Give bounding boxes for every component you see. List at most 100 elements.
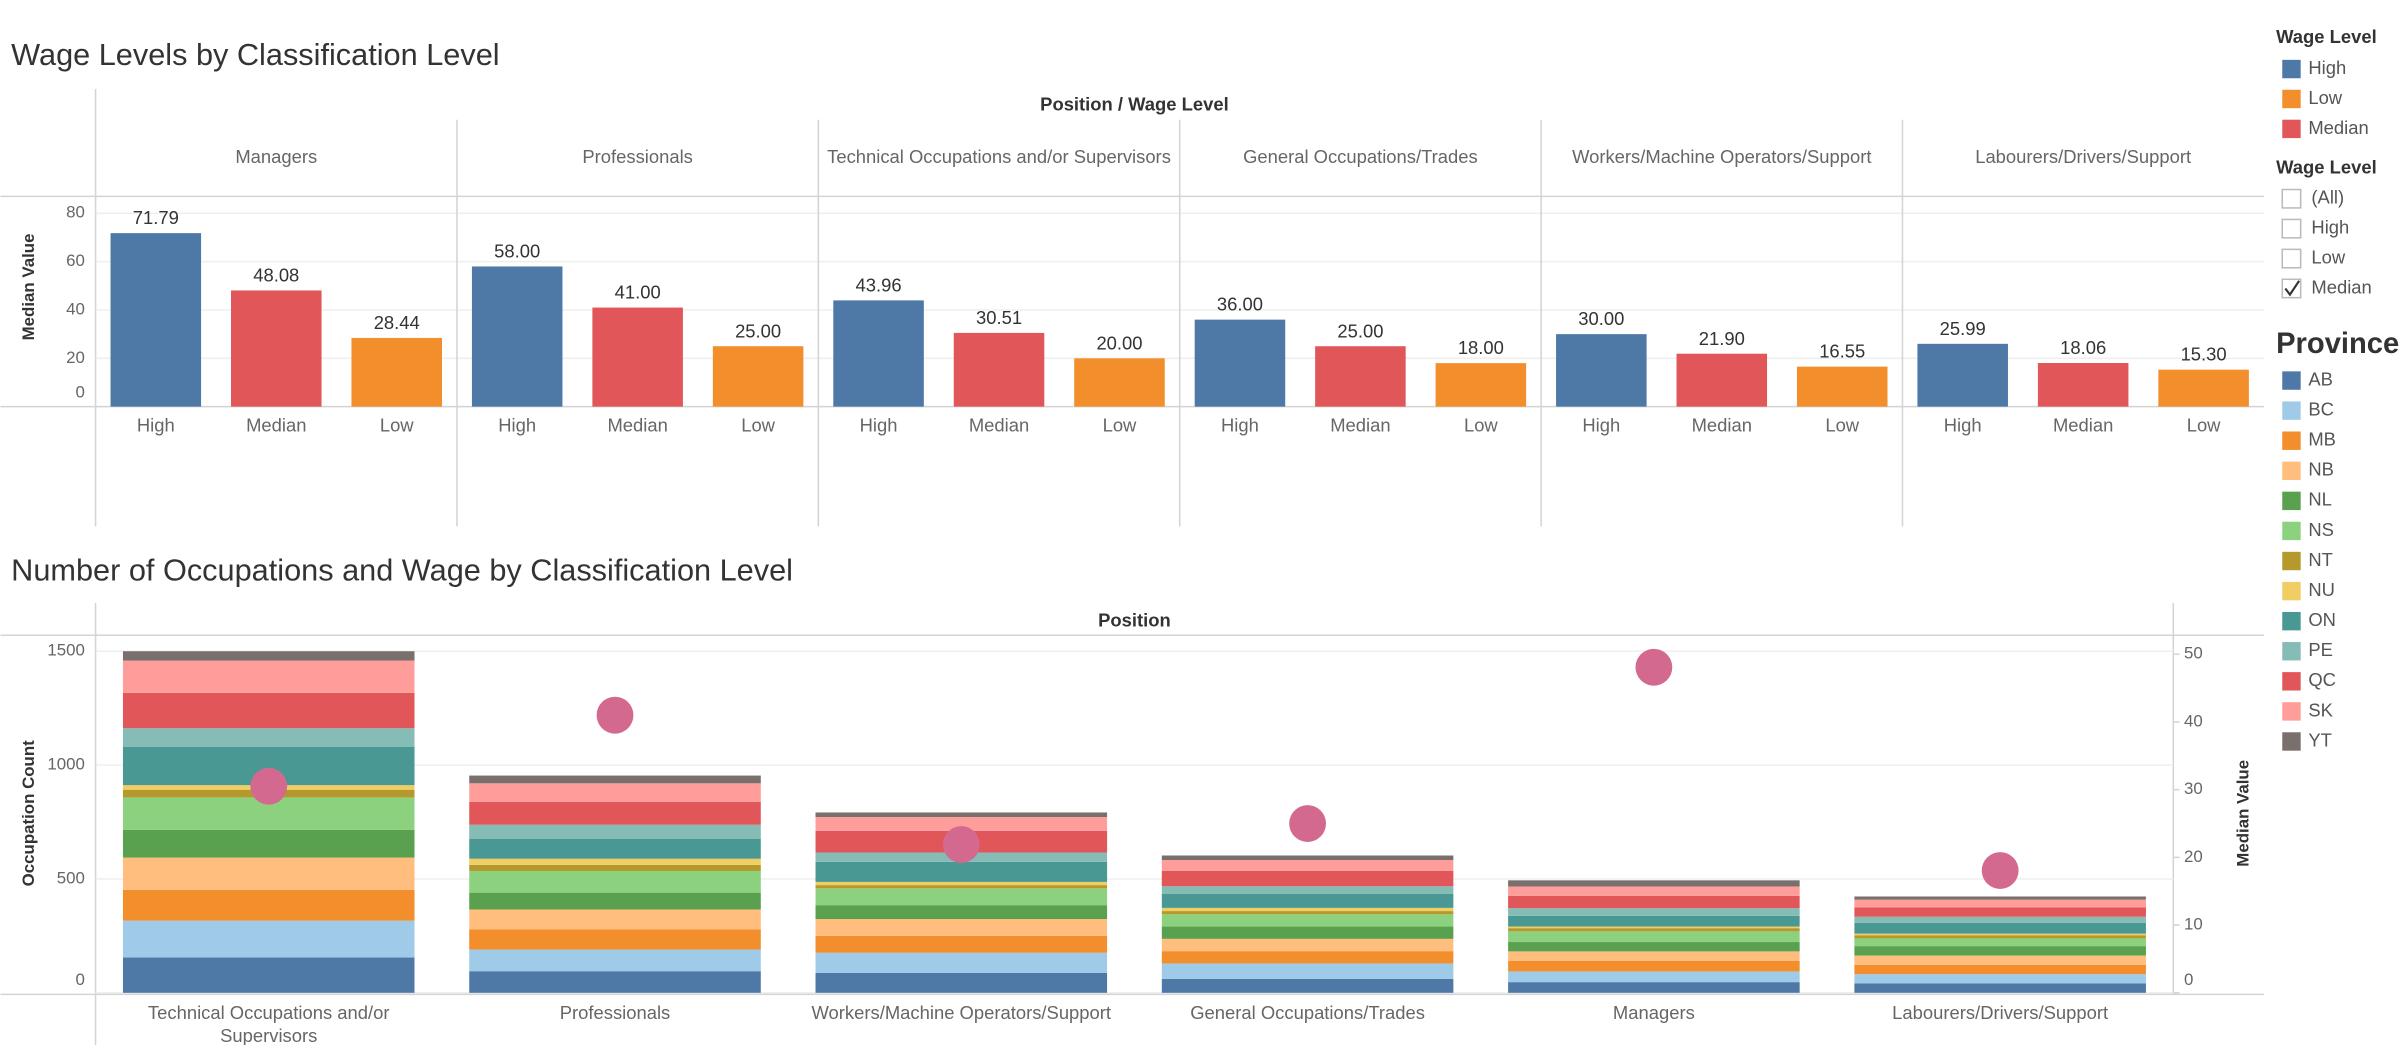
legend-swatch	[2282, 611, 2301, 631]
bar-segment	[815, 861, 1108, 882]
bar-segment	[469, 929, 761, 950]
bar-segment	[1161, 963, 1454, 979]
bar-segment	[1161, 870, 1454, 887]
bar-segment	[469, 783, 761, 802]
bar-segment	[122, 957, 415, 993]
data-label: 25.99	[1940, 318, 1986, 339]
bar-segment	[1161, 914, 1454, 927]
bar-segment	[469, 892, 761, 910]
bar-segment	[815, 935, 1108, 953]
bar-segment	[469, 775, 761, 784]
legend-swatch	[2282, 581, 2301, 601]
bar-segment	[815, 972, 1108, 993]
legend-swatch	[2282, 431, 2301, 450]
bar-segment	[122, 692, 415, 729]
x-tick-label: Low	[1103, 414, 1137, 435]
x-tick-label: Median	[1692, 414, 1752, 435]
data-label: 25.00	[1337, 320, 1383, 341]
legend-swatch	[2282, 89, 2301, 109]
y-tick-label: 60	[66, 251, 85, 270]
header: Position / Wage Level	[1040, 94, 1229, 115]
bar	[110, 233, 202, 407]
dot	[1289, 805, 1327, 842]
chart-title: Wage Levels by Classification Level	[11, 37, 499, 72]
legend-label: SK	[2308, 699, 2333, 720]
y-axis-title: Median Value	[19, 234, 38, 341]
x-tick-label: Labourers/Drivers/Support	[1892, 1002, 2109, 1024]
bar-segment	[815, 817, 1108, 831]
bar-segment	[815, 812, 1108, 818]
bar-segment	[122, 889, 415, 921]
x-tick-label: High	[137, 414, 175, 435]
legend-swatch	[2282, 642, 2301, 661]
legend-label: Median	[2308, 117, 2368, 138]
legend-title: Province	[2276, 328, 2399, 360]
filter-title: Wage Level	[2276, 157, 2377, 178]
bar-segment	[1854, 922, 2146, 934]
bar-segment	[1854, 935, 2146, 939]
bar-segment	[1161, 978, 1454, 993]
bar	[1074, 358, 1165, 407]
legend-swatch	[2282, 401, 2301, 420]
bar-segment	[1161, 860, 1454, 871]
dot	[1635, 648, 1673, 686]
bar-segment	[469, 909, 761, 930]
bar-segment	[1508, 960, 1800, 972]
bar	[2158, 369, 2249, 407]
bar-segment	[469, 864, 761, 871]
filter-option[interactable]: Low	[2311, 246, 2345, 267]
bar-segment	[1161, 886, 1454, 894]
legend-label: NU	[2308, 579, 2335, 600]
checkbox[interactable]	[2281, 188, 2302, 209]
data-label: 30.51	[976, 307, 1022, 328]
x-tick-label: Median	[969, 414, 1029, 435]
filter-option[interactable]: High	[2311, 217, 2349, 238]
legend-label: High	[2308, 57, 2346, 78]
bar	[1917, 343, 2008, 407]
bar-segment	[1161, 951, 1454, 964]
filter-option[interactable]: (All)	[2311, 187, 2344, 208]
bar	[1435, 363, 1527, 407]
bar-segment	[1161, 893, 1454, 908]
bar-segment	[815, 919, 1108, 936]
data-label: 43.96	[856, 274, 902, 295]
y-tick-label: 0	[75, 382, 84, 401]
data-label: 16.55	[1819, 341, 1865, 362]
bar-segment	[1854, 955, 2146, 965]
y2-tick-label: 30	[2184, 779, 2203, 798]
bar-segment	[1508, 951, 1800, 961]
bar-segment	[122, 660, 415, 693]
y2-tick-label: 40	[2184, 711, 2203, 730]
bar-segment	[1508, 895, 1800, 909]
bar-segment	[815, 888, 1108, 906]
legend-label: NS	[2308, 519, 2334, 540]
x-tick-label: High	[498, 414, 536, 435]
bar-segment	[1508, 931, 1800, 943]
checkbox[interactable]	[2281, 218, 2302, 239]
frame	[0, 89, 2264, 1045]
bar-segment	[1854, 983, 2146, 993]
panel-header: Managers	[235, 146, 317, 167]
bar	[712, 346, 804, 407]
legend-label: NT	[2308, 549, 2333, 570]
checkbox[interactable]	[2281, 248, 2302, 269]
x-tick-label: General Occupations/Trades	[1190, 1002, 1425, 1024]
x-tick-label: High	[1944, 414, 1982, 435]
bar-segment	[1161, 938, 1454, 952]
filter-option[interactable]: Median	[2311, 276, 2371, 297]
bar	[231, 290, 322, 407]
x-tick-label: Median	[246, 414, 306, 435]
bar-segment	[1508, 880, 1800, 887]
x-tick-label: Low	[1825, 414, 1859, 435]
bar-segment	[1161, 926, 1454, 939]
bar	[1194, 319, 1286, 407]
bar	[592, 307, 683, 407]
legend-swatch	[2282, 551, 2301, 571]
data-label: 28.44	[374, 312, 420, 333]
bar-segment	[1854, 974, 2146, 984]
legend-label: ON	[2308, 609, 2336, 630]
y-tick-label: 0	[75, 970, 84, 989]
bar-segment	[1854, 938, 2146, 947]
x-tick-label: Median	[607, 414, 667, 435]
